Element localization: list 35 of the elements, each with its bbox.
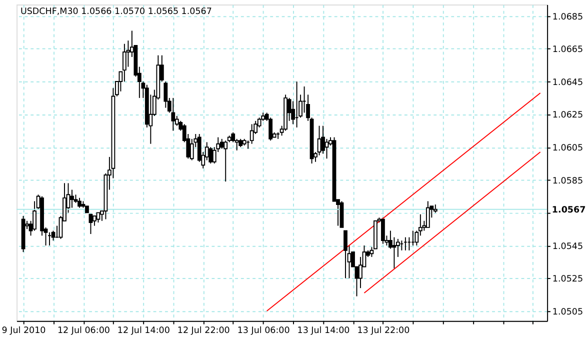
x-tick-label: 13 Jul 22:00 bbox=[357, 326, 410, 336]
y-tick-label: 1.0625 bbox=[552, 110, 584, 121]
candlestick bbox=[51, 230, 56, 242]
y-tick-label: 1.0545 bbox=[552, 242, 584, 252]
candlestick bbox=[96, 212, 100, 224]
candlestick bbox=[78, 197, 82, 208]
chart-title: USDCHF,M30 1.0566 1.0570 1.0565 1.0567 bbox=[20, 7, 212, 18]
y-tick-label: 1.0665 bbox=[552, 45, 584, 56]
x-tick-label: 9 Jul 2010 bbox=[2, 326, 46, 336]
x-tick-label: 12 Jul 14:00 bbox=[117, 326, 170, 336]
candlestick bbox=[70, 189, 74, 208]
candlestick bbox=[324, 138, 329, 160]
x-tick-label: 13 Jul 14:00 bbox=[297, 326, 350, 336]
y-tick-label: 1.0685 bbox=[552, 12, 584, 22]
ref-line-label: 1.0567 bbox=[552, 205, 586, 216]
x-tick-label: 13 Jul 06:00 bbox=[237, 326, 290, 336]
candlestick bbox=[164, 81, 168, 108]
candlestick bbox=[392, 236, 396, 269]
candlestick bbox=[321, 125, 325, 154]
candlestick bbox=[171, 97, 176, 132]
candlestick bbox=[88, 214, 93, 234]
y-tick-label: 1.0505 bbox=[552, 307, 584, 318]
candlestick bbox=[220, 138, 224, 150]
y-tick-label: 1.0605 bbox=[552, 144, 584, 154]
x-tick-label: 12 Jul 06:00 bbox=[57, 326, 110, 336]
candlestick bbox=[92, 215, 96, 226]
candlestick bbox=[122, 43, 126, 82]
candlestick bbox=[190, 138, 194, 161]
candlestick bbox=[344, 230, 348, 279]
candlestick bbox=[426, 200, 430, 228]
y-tick-label: 1.0525 bbox=[552, 274, 584, 285]
y-tick-label: 1.0645 bbox=[552, 78, 584, 88]
candlestick bbox=[381, 217, 385, 244]
x-tick-label: 12 Jul 22:00 bbox=[177, 326, 230, 336]
y-tick-label: 1.0585 bbox=[552, 176, 584, 186]
